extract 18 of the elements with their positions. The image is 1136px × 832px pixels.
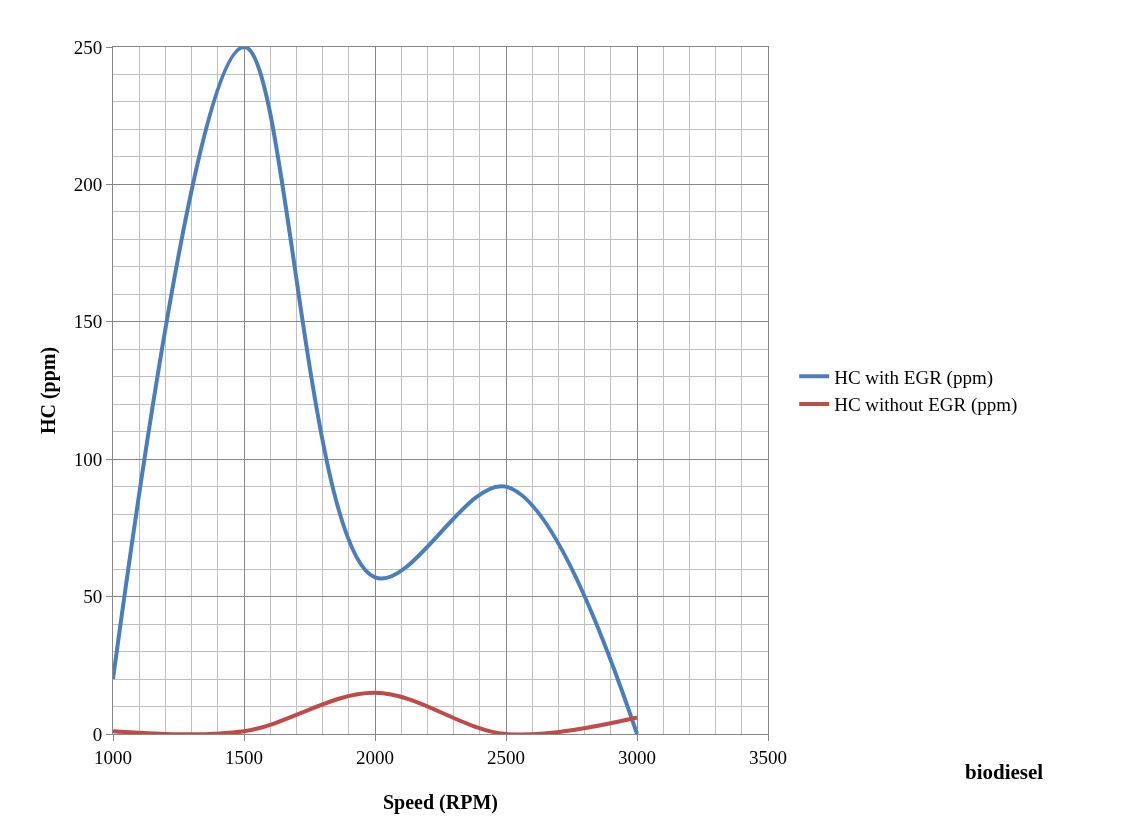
y-tick-label: 100: [73, 448, 103, 470]
y-tick-label: 150: [73, 311, 103, 333]
y-axis-title: HC (ppm): [37, 346, 61, 435]
x-tick-label: 3500: [749, 746, 787, 768]
legend-label: HC with EGR (ppm): [834, 366, 994, 389]
text: biodiesel: [965, 760, 1044, 784]
x-tick-label: 1000: [94, 746, 132, 768]
y-tick-label: 50: [83, 586, 103, 608]
x-axis-title: Speed (RPM): [383, 791, 498, 815]
x-tick-label: 1500: [225, 746, 263, 768]
legend-label: HC without EGR (ppm): [834, 394, 1018, 417]
x-tick-label: 3000: [618, 746, 656, 768]
x-tick-label: 2500: [487, 746, 525, 768]
y-tick-label: 250: [73, 36, 103, 58]
y-tick-label: 200: [73, 174, 103, 196]
x-tick-label: 2000: [356, 746, 394, 768]
line-series: [113, 690, 639, 734]
y-tick-label: 0: [92, 723, 103, 745]
